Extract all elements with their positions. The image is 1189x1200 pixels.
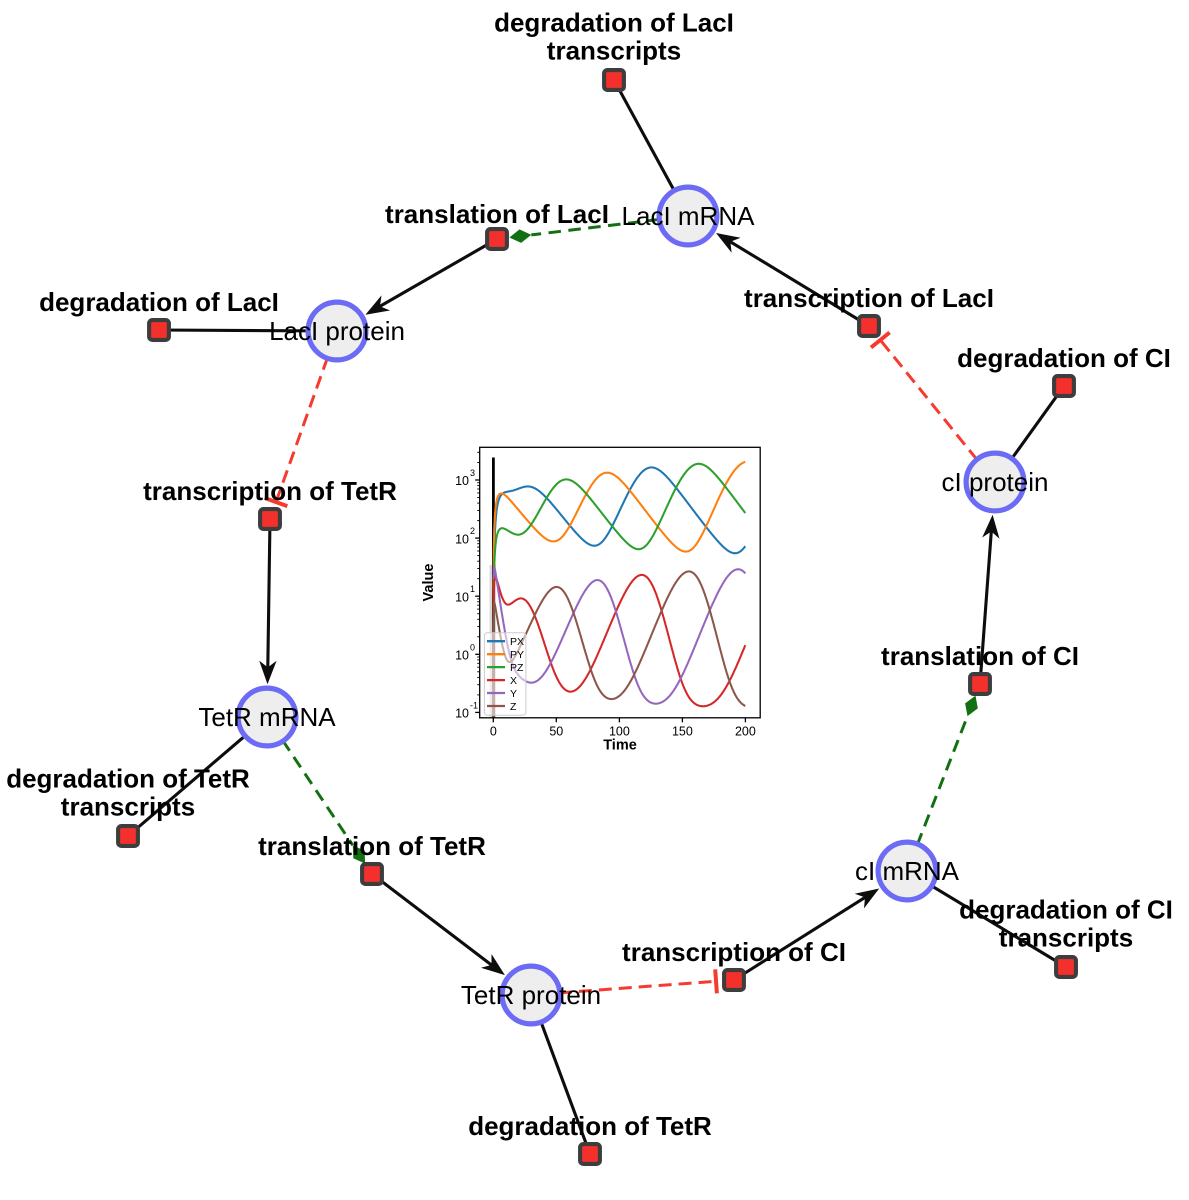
- svg-text:-1: -1: [470, 700, 478, 710]
- svg-text:Y: Y: [510, 688, 517, 700]
- svg-text:degradation of TetR: degradation of TetR: [468, 1111, 712, 1141]
- svg-text:degradation of LacI: degradation of LacI: [39, 287, 279, 317]
- svg-text:transcripts: transcripts: [547, 36, 681, 66]
- svg-text:50: 50: [549, 724, 563, 738]
- svg-text:200: 200: [735, 724, 756, 738]
- svg-text:PX: PX: [510, 636, 524, 648]
- svg-text:degradation of CI: degradation of CI: [959, 895, 1173, 925]
- svg-text:Time: Time: [603, 738, 637, 754]
- svg-text:10: 10: [455, 649, 469, 663]
- svg-text:transcripts: transcripts: [999, 923, 1133, 953]
- svg-text:X: X: [510, 675, 517, 687]
- svg-text:transcription of TetR: transcription of TetR: [143, 476, 397, 506]
- svg-text:PY: PY: [510, 649, 524, 661]
- svg-text:translation of CI: translation of CI: [881, 641, 1079, 671]
- svg-text:degradation of TetR: degradation of TetR: [6, 764, 250, 794]
- svg-text:10: 10: [455, 707, 469, 721]
- svg-text:TetR protein: TetR protein: [461, 980, 601, 1010]
- svg-text:10: 10: [455, 590, 469, 604]
- svg-text:LacI protein: LacI protein: [269, 316, 405, 346]
- svg-text:100: 100: [609, 724, 630, 738]
- svg-text:0: 0: [470, 642, 475, 652]
- svg-text:Z: Z: [510, 701, 517, 713]
- svg-text:Value: Value: [421, 564, 437, 602]
- svg-text:150: 150: [672, 724, 693, 738]
- svg-text:3: 3: [470, 468, 475, 478]
- svg-text:translation of LacI: translation of LacI: [385, 199, 609, 229]
- svg-text:LacI mRNA: LacI mRNA: [622, 201, 756, 231]
- svg-text:degradation of LacI: degradation of LacI: [494, 8, 734, 38]
- svg-text:0: 0: [490, 724, 497, 738]
- svg-text:transcription of LacI: transcription of LacI: [744, 283, 994, 313]
- svg-text:cI mRNA: cI mRNA: [855, 856, 960, 886]
- svg-text:1: 1: [470, 584, 475, 594]
- svg-text:PZ: PZ: [510, 662, 524, 674]
- svg-text:TetR mRNA: TetR mRNA: [198, 702, 336, 732]
- svg-text:cI protein: cI protein: [942, 467, 1049, 497]
- svg-text:2: 2: [470, 526, 475, 536]
- svg-text:transcription of CI: transcription of CI: [622, 937, 846, 967]
- svg-text:degradation of CI: degradation of CI: [957, 343, 1171, 373]
- svg-text:translation of TetR: translation of TetR: [258, 831, 486, 861]
- svg-text:10: 10: [455, 532, 469, 546]
- svg-text:10: 10: [455, 474, 469, 488]
- svg-text:transcripts: transcripts: [61, 792, 195, 822]
